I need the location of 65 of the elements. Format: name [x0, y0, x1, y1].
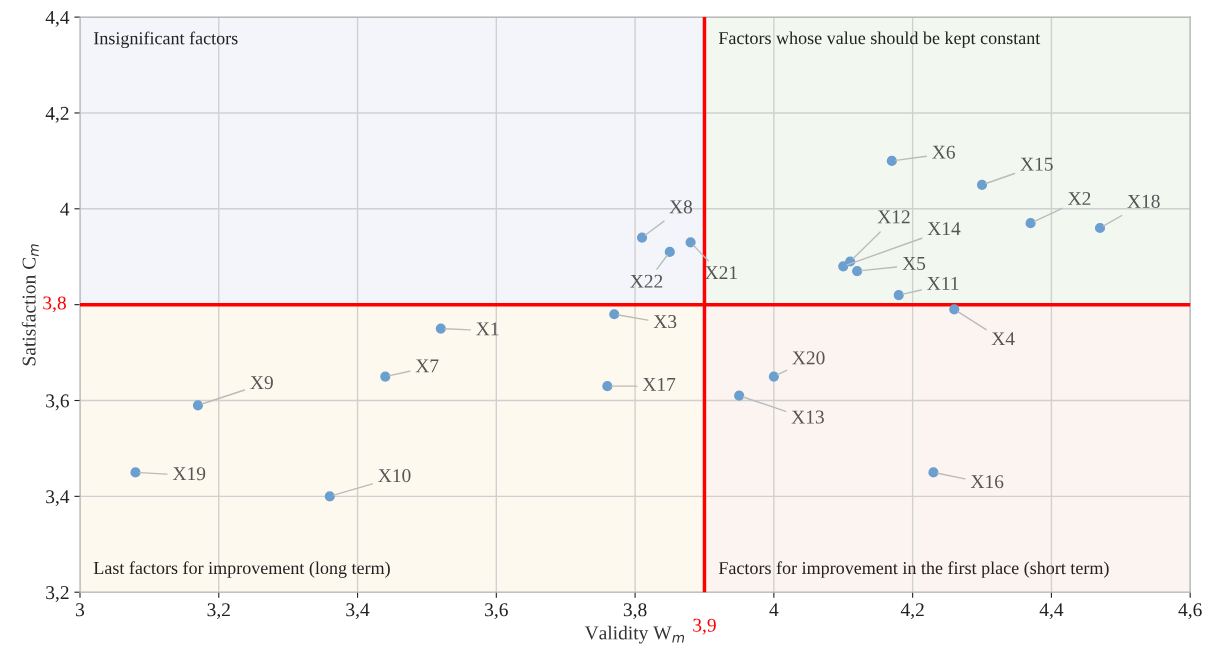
y-tick-label: 3,2: [46, 586, 69, 602]
y-tick-label: 3,4: [46, 490, 70, 507]
annotation: X10: [378, 469, 411, 483]
annotation: X15: [1020, 157, 1053, 171]
point: [949, 304, 960, 315]
x-axis-title: Validity W$_{m}$: [584, 625, 685, 644]
annotation: X12: [877, 210, 910, 224]
annotation: X18: [1127, 194, 1160, 208]
annotation: X22: [630, 274, 663, 288]
point: [886, 155, 897, 166]
point: [768, 371, 779, 382]
point: [324, 491, 335, 502]
point: [1094, 222, 1106, 234]
x-tick-label: 3,6: [485, 603, 508, 620]
annotation: X8: [669, 200, 693, 214]
annotation: X20: [792, 351, 825, 365]
x-tick-label: 3: [76, 603, 85, 617]
annotation: X19: [172, 467, 206, 481]
point: [838, 261, 849, 272]
annotation: X4: [991, 332, 1015, 346]
x-tick-label: 4,4: [1039, 603, 1064, 620]
point: [893, 289, 904, 301]
annotation: Last factors for improvement (long term): [93, 561, 390, 578]
y-tick-label: 4,4: [45, 11, 70, 27]
annotation: X3: [653, 315, 677, 329]
point: [664, 246, 675, 258]
point: [609, 309, 620, 320]
point: [685, 237, 696, 248]
annotation: Insignificant factors: [93, 31, 238, 49]
annotation: X9: [250, 376, 273, 390]
point: [602, 381, 613, 392]
annotation: X5: [902, 257, 926, 270]
annotation: Factors whose value should be kept constant: [718, 31, 1041, 48]
annotation: X13: [791, 410, 824, 424]
point: [976, 179, 988, 190]
y-tick-label: 4,2: [45, 106, 69, 123]
ref-line-label: 3,9: [693, 618, 716, 635]
annotation: X6: [932, 145, 955, 159]
point: [192, 400, 204, 411]
point: [852, 266, 863, 277]
x-tick-label: 3,2: [207, 603, 230, 620]
point: [1025, 218, 1036, 229]
x-tick-label: 3,4: [346, 603, 370, 620]
x-tick-label: 4,6: [1178, 603, 1202, 620]
annotation: X16: [970, 475, 1004, 489]
x-tick-label: 3,8: [623, 603, 647, 620]
annotation: X2: [1068, 191, 1091, 205]
annotation: X11: [927, 276, 959, 290]
point: [636, 232, 648, 243]
annotation: X17: [642, 377, 676, 391]
y-tick-label: 4: [60, 202, 70, 216]
ref-line-label: 3,8: [43, 296, 66, 313]
annotation: Factors for improvement in the first place (short term): [718, 561, 1109, 578]
point: [928, 467, 939, 478]
point: [435, 323, 446, 334]
y-axis-title: Satisfaction C$_{m}$: [21, 244, 39, 366]
annotation: X14: [927, 222, 961, 235]
point: [130, 467, 141, 478]
annotation: X7: [415, 359, 439, 373]
point: [734, 390, 745, 401]
point: [380, 371, 391, 382]
y-tick-label: 3,6: [46, 394, 69, 411]
x-tick-label: 4: [769, 603, 779, 617]
annotation: X1: [476, 322, 499, 336]
x-tick-label: 4,2: [900, 603, 924, 620]
